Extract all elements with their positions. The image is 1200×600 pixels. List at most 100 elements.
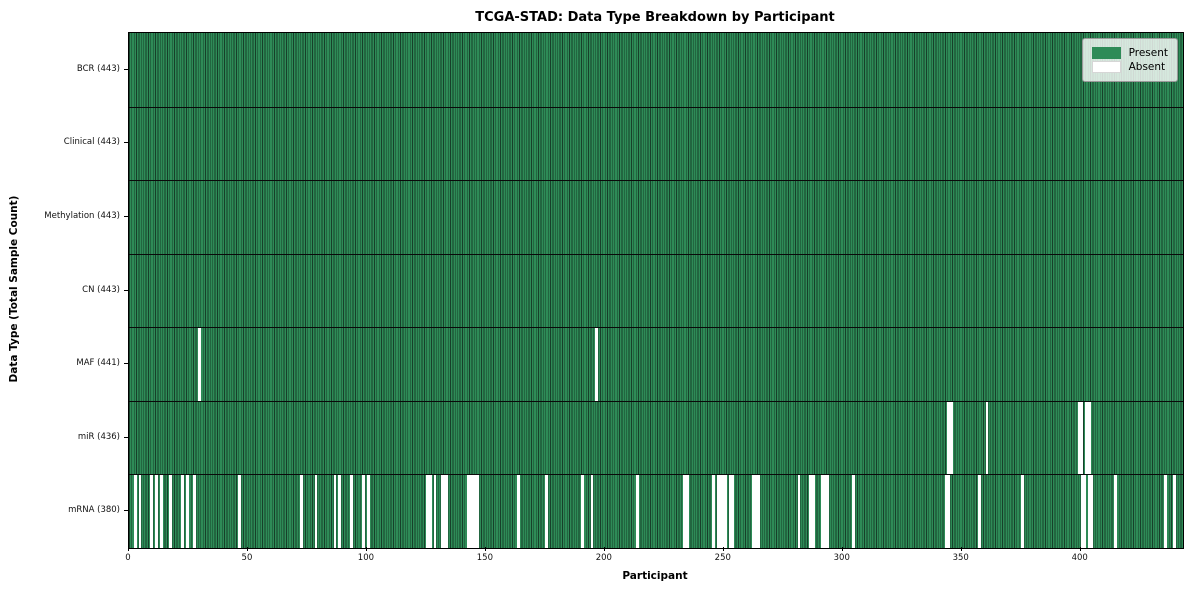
x-tick-label: 300 (833, 553, 850, 563)
absent-stripe (685, 475, 689, 548)
absent-stripe (811, 475, 815, 548)
legend: Present Absent (1081, 38, 1178, 82)
plot-area: Present Absent (128, 32, 1184, 549)
absent-stripe (809, 475, 813, 548)
absent-stripe (445, 475, 449, 548)
legend-label-absent: Absent (1128, 61, 1166, 73)
absent-stripe (1021, 475, 1024, 548)
x-tick (246, 547, 248, 551)
absent-stripe (443, 475, 446, 548)
absent-stripe (440, 475, 444, 548)
absent-stripe (752, 475, 756, 548)
absent-stripe (362, 475, 365, 548)
absent-stripe (238, 475, 242, 548)
absent-stripe (197, 328, 201, 401)
absent-stripe (1163, 475, 1167, 548)
absent-stripe (978, 475, 982, 548)
absent-stripe (466, 475, 470, 548)
absent-stripe (1080, 401, 1084, 475)
absent-stripe (471, 475, 475, 548)
absent-stripe (719, 475, 722, 548)
x-tick-label: 100 (357, 553, 375, 563)
absent-stripe (469, 475, 472, 548)
absent-stripe (797, 475, 801, 548)
absent-stripe (595, 328, 599, 401)
absent-stripe (711, 475, 715, 548)
y-tick-label: Methylation (443) (44, 210, 120, 221)
absent-stripe (1085, 401, 1089, 475)
absent-stripe (150, 475, 154, 548)
absent-stripe (985, 401, 989, 475)
y-tick (124, 289, 128, 291)
absent-stripe (635, 475, 639, 548)
x-tick-label: 0 (125, 553, 131, 563)
absent-stripe (426, 475, 430, 548)
absent-stripe (138, 475, 142, 548)
absent-stripe (1087, 401, 1091, 475)
absent-stripe (823, 475, 827, 548)
y-tick (124, 215, 128, 217)
absent-stripe (186, 475, 189, 548)
absent-stripe (723, 475, 727, 548)
absent-stripe (683, 475, 687, 548)
x-tick-label: 50 (241, 553, 253, 563)
absent-stripe (1087, 475, 1091, 548)
x-tick-label: 400 (1071, 553, 1088, 563)
absent-stripe (314, 475, 318, 548)
x-tick (484, 547, 486, 551)
absent-stripe (852, 475, 856, 548)
y-tick (124, 510, 128, 512)
x-tick (365, 547, 367, 551)
absent-stripe (300, 475, 304, 548)
absent-stripe (945, 475, 948, 548)
row-Clinical (129, 106, 1183, 181)
legend-item-present: Present (1091, 47, 1168, 59)
absent-stripe (721, 475, 725, 548)
y-tick-label: miR (436) (77, 431, 120, 442)
x-tick-label: 150 (476, 553, 493, 563)
y-tick (124, 436, 128, 438)
absent-stripe (1078, 401, 1082, 475)
row-Methylation (129, 180, 1183, 254)
absent-stripe (169, 475, 173, 548)
y-tick-label: Clinical (443) (63, 137, 120, 148)
absent-stripe (155, 475, 158, 548)
absent-swatch (1091, 61, 1121, 73)
x-tick (603, 547, 605, 551)
row-BCR (129, 33, 1183, 107)
x-axis-label: Participant (622, 570, 688, 582)
x-tick-label: 350 (952, 553, 969, 563)
y-tick (124, 363, 128, 365)
absent-stripe (1090, 475, 1093, 548)
absent-stripe (181, 475, 185, 548)
chart-title: TCGA-STAD: Data Type Breakdown by Partic… (475, 10, 835, 25)
absent-stripe (757, 475, 760, 548)
absent-stripe (193, 475, 196, 548)
row-miR (129, 400, 1183, 475)
y-tick (124, 68, 128, 70)
absent-stripe (728, 475, 732, 548)
absent-stripe (159, 475, 163, 548)
y-tick-label: mRNA (380) (68, 505, 120, 516)
absent-stripe (350, 475, 354, 548)
absent-stripe (133, 475, 137, 548)
x-tick (722, 547, 724, 551)
absent-stripe (826, 475, 829, 548)
row-CN (129, 253, 1183, 328)
absent-stripe (366, 475, 370, 548)
absent-stripe (716, 475, 720, 548)
absent-stripe (428, 475, 432, 548)
absent-stripe (730, 475, 734, 548)
absent-stripe (516, 475, 520, 548)
absent-stripe (1114, 475, 1117, 548)
legend-label-present: Present (1128, 47, 1168, 59)
legend-item-absent: Absent (1091, 61, 1168, 73)
absent-stripe (947, 475, 951, 548)
x-tick (841, 547, 843, 551)
absent-stripe (545, 475, 549, 548)
x-tick-label: 200 (595, 553, 612, 563)
absent-stripe (821, 475, 825, 548)
absent-stripe (473, 475, 477, 548)
y-tick-label: MAF (441) (76, 358, 120, 369)
absent-stripe (433, 475, 437, 548)
